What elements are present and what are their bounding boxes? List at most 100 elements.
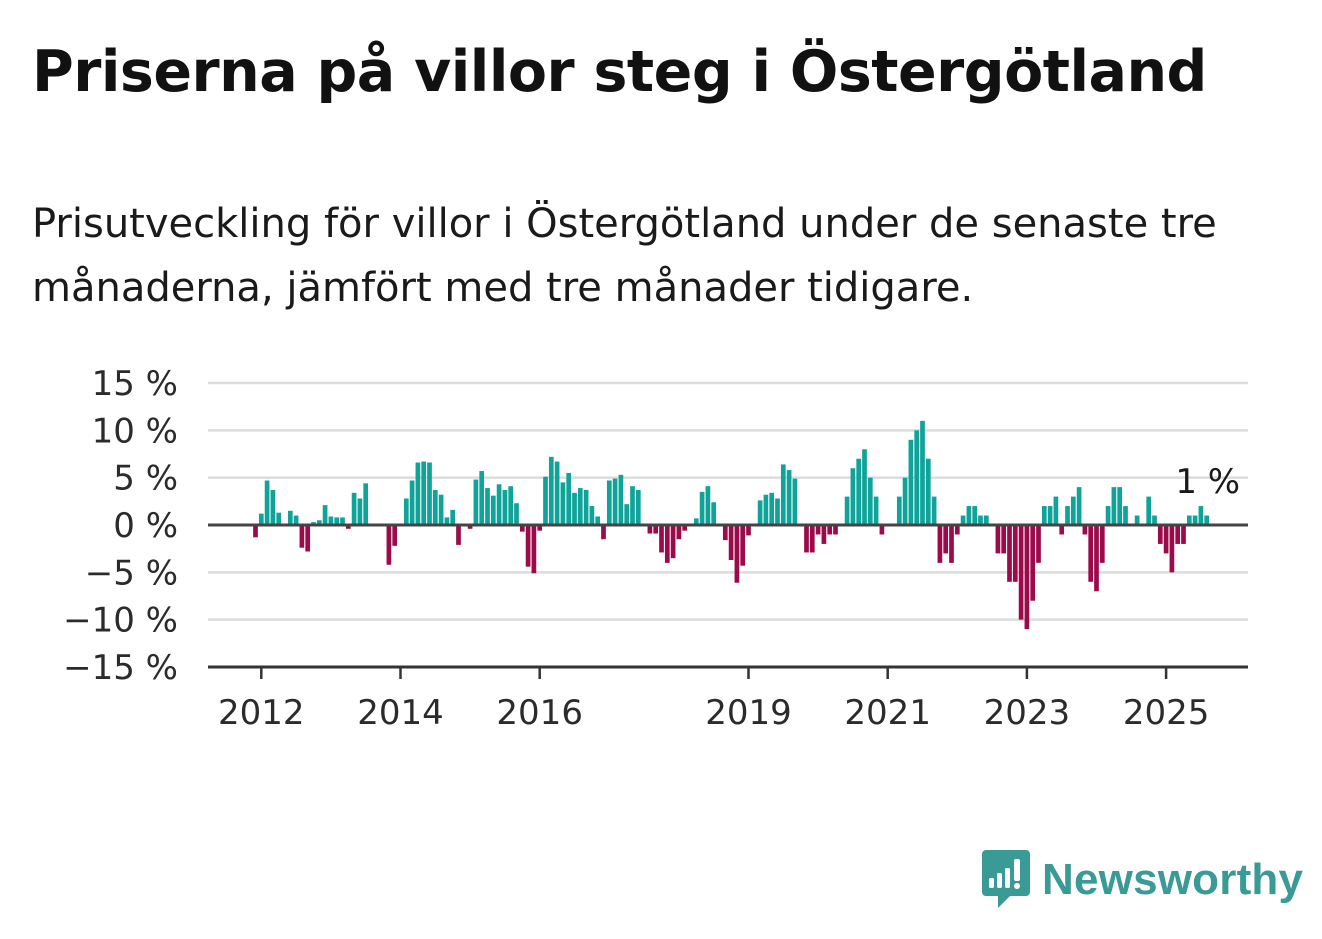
bar (734, 525, 740, 583)
bar (1192, 515, 1198, 525)
bar (705, 486, 711, 525)
bar (514, 503, 519, 525)
bar (682, 525, 688, 531)
bar (1175, 525, 1181, 544)
bar (1012, 525, 1018, 582)
bar (363, 483, 369, 525)
bar (444, 517, 450, 525)
bar (537, 525, 543, 531)
bar (920, 420, 925, 525)
axes (208, 523, 1248, 679)
bar (711, 502, 717, 525)
bar (844, 496, 850, 525)
bar (815, 525, 821, 535)
bar (508, 486, 514, 525)
x-tick-label: 2012 (218, 693, 305, 733)
bar (1123, 506, 1128, 525)
y-tick-label: 10 % (92, 411, 178, 451)
bar (1157, 525, 1163, 544)
bar (1169, 525, 1175, 573)
bar (827, 525, 833, 535)
bar (647, 525, 653, 534)
bar (693, 518, 699, 525)
bar (978, 515, 983, 525)
bar (1181, 525, 1186, 544)
bar (1001, 525, 1007, 554)
bar (345, 525, 351, 529)
bar (589, 506, 595, 525)
bar (1204, 515, 1210, 525)
bar (467, 525, 473, 529)
bar (1163, 525, 1169, 554)
bar (746, 525, 751, 536)
bar (995, 525, 1001, 554)
bar (1070, 496, 1076, 525)
bar (763, 494, 769, 525)
bar (879, 525, 885, 535)
bar (769, 492, 775, 525)
bar (804, 525, 809, 553)
bar (334, 517, 340, 525)
bar (560, 482, 566, 525)
bar (653, 525, 659, 534)
brand-name: Newsworthy (1042, 855, 1304, 904)
chart-title: Priserna på villor steg i Östergötland (32, 39, 1207, 105)
bar (572, 492, 577, 525)
bar (322, 505, 328, 525)
bar (1082, 525, 1088, 535)
bar (554, 461, 560, 525)
bar (624, 504, 630, 525)
bar (914, 430, 920, 525)
bar (543, 476, 548, 525)
bar (722, 525, 728, 541)
bar (937, 525, 943, 563)
bar (1152, 515, 1157, 525)
bar (409, 480, 415, 525)
bar (595, 516, 601, 525)
x-tick-label: 2014 (357, 693, 444, 733)
bar (531, 525, 537, 574)
x-tick-label: 2019 (705, 693, 792, 733)
y-tick-label: −5 % (85, 553, 178, 593)
bar (954, 525, 960, 535)
x-tick-label: 2016 (496, 693, 583, 733)
bar (392, 525, 398, 546)
last-value-label: 1 % (1175, 462, 1240, 502)
bar (856, 458, 862, 525)
bar (485, 488, 490, 525)
bar (809, 525, 815, 553)
bar (862, 449, 867, 525)
bar (577, 488, 583, 525)
bar (664, 525, 670, 563)
y-tick-label: 15 % (92, 364, 178, 404)
bar (1018, 525, 1024, 620)
y-tick-label: −10 % (63, 601, 178, 641)
bar (972, 506, 978, 525)
bar (873, 496, 879, 525)
bar (1047, 506, 1053, 525)
bar (943, 525, 949, 554)
bar (775, 498, 780, 525)
bar (548, 456, 554, 525)
bar (299, 525, 305, 548)
brand-logo: Newsworthy (980, 848, 1303, 912)
bar (1117, 487, 1123, 525)
bar (1198, 506, 1204, 525)
bar (293, 515, 299, 525)
bar (328, 516, 334, 525)
bar (1186, 515, 1192, 525)
bar (340, 517, 345, 525)
bar (1105, 506, 1111, 525)
bar (305, 525, 311, 552)
bar (757, 500, 763, 525)
bar (786, 470, 792, 525)
bar (1146, 496, 1152, 525)
bar (427, 462, 432, 525)
bar (432, 489, 438, 525)
bar (728, 525, 734, 561)
bar (415, 462, 421, 525)
bar (960, 515, 966, 525)
bar (612, 478, 618, 525)
bar (357, 498, 363, 525)
bar (850, 468, 856, 525)
